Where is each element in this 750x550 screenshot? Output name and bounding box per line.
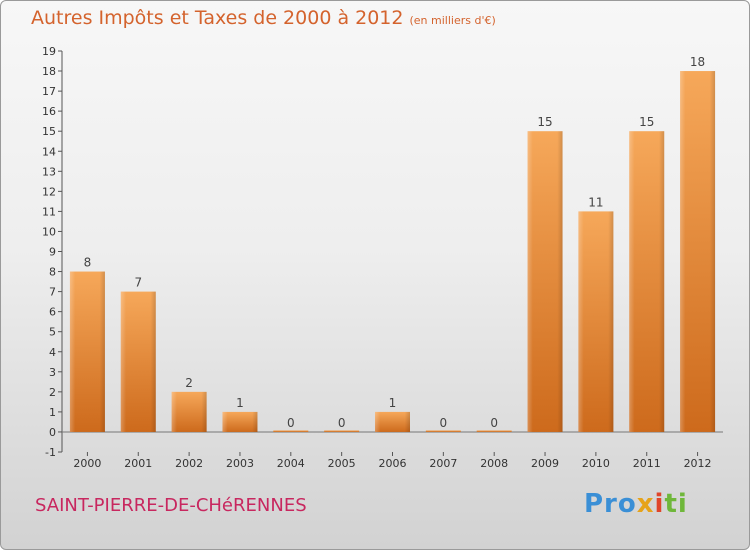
value-labels: 8 7 2 1 0 0 1 0 0 15 11 15 18 bbox=[84, 55, 706, 430]
y-tick-label: 3 bbox=[49, 366, 56, 379]
x-tick-label: 2012 bbox=[684, 457, 712, 470]
value-label: 1 bbox=[389, 396, 397, 410]
y-tick-label: 15 bbox=[42, 125, 56, 138]
bar-2005 bbox=[324, 430, 360, 432]
y-tick-label: 4 bbox=[49, 346, 56, 359]
bar-shade bbox=[69, 271, 105, 432]
chart-title-main: Autres Impôts et Taxes de 2000 à 2012 bbox=[31, 7, 404, 29]
x-tick-label: 2006 bbox=[379, 457, 407, 470]
x-tick-label: 2007 bbox=[429, 457, 457, 470]
y-tick-label: 5 bbox=[49, 326, 56, 339]
x-tick-label: 2009 bbox=[531, 457, 559, 470]
y-tick-label: 11 bbox=[42, 205, 56, 218]
proxiti-logo: Proxiti bbox=[584, 489, 688, 519]
y-tick-label: 0 bbox=[49, 426, 56, 439]
value-label: 8 bbox=[84, 256, 92, 270]
value-label: 0 bbox=[338, 416, 346, 430]
bar-shade bbox=[527, 131, 563, 432]
y-tick-label: 19 bbox=[42, 45, 56, 58]
logo-part: ti bbox=[664, 489, 688, 519]
y-tick-label: 6 bbox=[49, 306, 56, 319]
bar-shade bbox=[578, 211, 614, 432]
bar-shade bbox=[120, 291, 156, 432]
y-tick-label: 1 bbox=[49, 406, 56, 419]
y-tick-label: 2 bbox=[49, 386, 56, 399]
y-tick-label: 12 bbox=[42, 185, 56, 198]
bar-shade bbox=[680, 71, 716, 432]
y-tick-label: 18 bbox=[42, 65, 56, 78]
logo-part: x bbox=[636, 489, 655, 519]
logo-part: i bbox=[654, 489, 665, 519]
y-tick-label: 9 bbox=[49, 246, 56, 259]
bar-shade bbox=[629, 131, 665, 432]
chart-subtitle: (en milliers d'€) bbox=[409, 14, 496, 27]
y-tick-label: 17 bbox=[42, 85, 56, 98]
logo-part: Pro bbox=[584, 489, 637, 519]
x-tick-label: 2002 bbox=[175, 457, 203, 470]
y-tick-label: 16 bbox=[42, 105, 56, 118]
bar-2008 bbox=[476, 430, 512, 432]
y-tick-label: 8 bbox=[49, 266, 56, 279]
commune-name: SAINT-PIERRE-DE-CHéRENNES bbox=[35, 495, 307, 516]
bar-shade bbox=[222, 411, 258, 432]
bars bbox=[69, 71, 716, 432]
value-label: 0 bbox=[287, 416, 295, 430]
bar-shade bbox=[375, 411, 410, 432]
bar-2007 bbox=[425, 430, 461, 432]
value-label: 2 bbox=[185, 376, 193, 390]
y-tick-label: 7 bbox=[49, 286, 56, 299]
chart-title: Autres Impôts et Taxes de 2000 à 2012 (en… bbox=[31, 7, 496, 29]
x-tick-label: 2003 bbox=[226, 457, 254, 470]
y-tick-label: 13 bbox=[42, 165, 56, 178]
x-tick-label: 2005 bbox=[328, 457, 356, 470]
x-tick-label: 2004 bbox=[277, 457, 305, 470]
x-tick-label: 2000 bbox=[73, 457, 101, 470]
bar-2004 bbox=[273, 430, 309, 432]
x-tick-label: 2011 bbox=[633, 457, 661, 470]
y-tick-label: 14 bbox=[42, 145, 56, 158]
value-label: 1 bbox=[236, 396, 244, 410]
value-label: 11 bbox=[588, 195, 603, 209]
value-label: 15 bbox=[639, 115, 654, 129]
x-tick-label: 2008 bbox=[480, 457, 508, 470]
y-tick-label: -1 bbox=[45, 446, 56, 459]
value-label: 15 bbox=[537, 115, 552, 129]
value-label: 7 bbox=[134, 276, 142, 290]
x-tick-label: 2010 bbox=[582, 457, 610, 470]
x-tick-label: 2001 bbox=[124, 457, 152, 470]
value-label: 0 bbox=[440, 416, 448, 430]
value-label: 18 bbox=[690, 55, 705, 69]
y-tick-label: 10 bbox=[42, 225, 56, 238]
bar-shade bbox=[171, 391, 207, 432]
value-label: 0 bbox=[490, 416, 498, 430]
